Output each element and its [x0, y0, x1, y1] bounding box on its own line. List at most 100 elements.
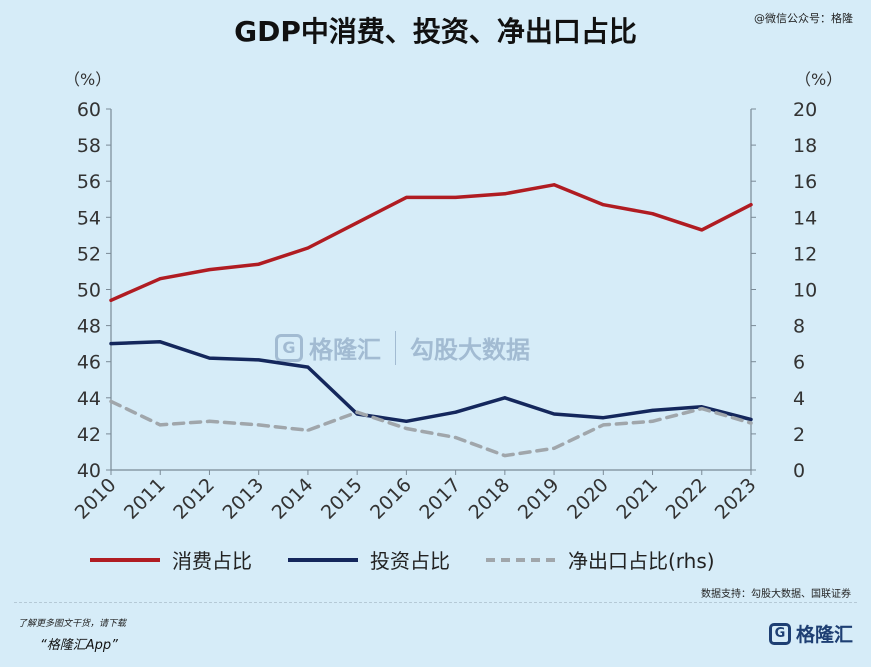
x-tick-label: 2016 [366, 474, 416, 524]
right-tick-label: 4 [793, 388, 805, 410]
watermark-brand: 格隆汇 [309, 336, 381, 364]
data-point-0 [454, 195, 458, 199]
legend-swatch-net-export [486, 557, 556, 562]
x-tick-label: 2015 [317, 474, 367, 524]
data-point-0 [158, 277, 162, 281]
watermark-brand2: 勾股大数据 [410, 336, 530, 364]
data-point-1 [257, 358, 261, 362]
data-point-2 [503, 454, 507, 458]
data-point-0 [700, 228, 704, 232]
data-point-1 [207, 356, 211, 360]
right-tick-label: 12 [793, 243, 817, 265]
data-point-2 [355, 410, 359, 414]
data-point-1 [552, 412, 556, 416]
left-tick-label: 58 [77, 135, 101, 157]
logo-text: 格隆汇 [795, 624, 853, 646]
data-point-2 [257, 423, 261, 427]
data-point-1 [454, 410, 458, 414]
left-axis-unit: （%） [64, 70, 112, 89]
legend-item-net-export: 净出口占比(rhs) [484, 545, 715, 574]
data-point-2 [158, 423, 162, 427]
right-tick-label: 6 [793, 352, 805, 374]
data-point-2 [404, 426, 408, 430]
x-tick-label: 2017 [415, 474, 465, 524]
legend-item-consumption: 消费占比 [88, 545, 252, 574]
data-point-0 [109, 298, 113, 302]
watermark: G 格隆汇 勾股大数据 [275, 330, 530, 365]
data-point-1 [404, 419, 408, 423]
data-point-0 [355, 221, 359, 225]
right-axis-unit: （%） [795, 70, 843, 89]
data-point-2 [454, 436, 458, 440]
data-point-2 [700, 407, 704, 411]
logo-icon: G [768, 622, 791, 645]
left-tick-label: 42 [77, 424, 101, 446]
right-tick-label: 14 [793, 207, 817, 229]
legend-label-consumption: 消费占比 [172, 549, 252, 573]
x-tick-label: 2011 [120, 474, 170, 524]
data-point-0 [306, 246, 310, 250]
download-hint: 了解更多图文干货，请下载 [18, 619, 127, 629]
data-point-2 [552, 446, 556, 450]
data-point-1 [306, 365, 310, 369]
data-point-0 [404, 195, 408, 199]
x-tick-label: 2013 [218, 474, 268, 524]
series-line-0 [109, 183, 753, 303]
left-tick-label: 48 [77, 316, 101, 338]
left-tick-label: 56 [77, 171, 101, 193]
wechat-credit: @微信公众号：格隆 [754, 12, 853, 25]
footer-divider [14, 602, 857, 603]
data-point-1 [601, 416, 605, 420]
left-tick-label: 50 [77, 280, 101, 302]
data-point-0 [552, 183, 556, 187]
data-point-2 [306, 428, 310, 432]
chart-legend: 消费占比 投资占比 净出口占比(rhs) [88, 545, 749, 574]
x-tick-label: 2018 [465, 474, 515, 524]
data-point-1 [651, 408, 655, 412]
data-point-0 [503, 192, 507, 196]
watermark-logo-icon: G [275, 333, 303, 362]
x-tick-label: 2012 [169, 474, 219, 524]
data-point-2 [207, 419, 211, 423]
legend-swatch-consumption [90, 557, 160, 562]
legend-swatch-investment [288, 557, 358, 562]
data-point-0 [651, 212, 655, 216]
left-tick-label: 44 [77, 388, 101, 410]
x-tick-label: 2020 [563, 474, 613, 524]
data-point-2 [651, 419, 655, 423]
x-tick-label: 2023 [711, 474, 761, 524]
brand-logo[interactable]: G 格隆汇 [768, 620, 853, 647]
data-point-1 [109, 342, 113, 346]
data-point-0 [207, 268, 211, 272]
right-tick-label: 20 [793, 99, 817, 121]
x-tick-label: 2022 [662, 474, 712, 524]
right-tick-label: 16 [793, 171, 817, 193]
x-tick-label: 2014 [268, 474, 318, 524]
left-tick-label: 40 [77, 460, 101, 482]
left-tick-label: 46 [77, 352, 101, 374]
right-tick-label: 18 [793, 135, 817, 157]
legend-label-investment: 投资占比 [370, 549, 450, 573]
right-tick-label: 8 [793, 316, 805, 338]
left-tick-label: 52 [77, 243, 101, 265]
app-name: “格隆汇App” [40, 638, 118, 653]
watermark-divider [395, 330, 396, 365]
data-point-1 [503, 396, 507, 400]
data-point-0 [749, 203, 753, 207]
series-line-2 [109, 399, 753, 458]
data-point-1 [158, 340, 162, 344]
x-tick-label: 2021 [612, 474, 662, 524]
chart-title: GDP中消费、投资、净出口占比 [234, 15, 637, 48]
data-point-2 [749, 421, 753, 425]
data-source: 数据支持：勾股大数据、国联证券 [701, 589, 851, 600]
right-tick-label: 0 [793, 460, 805, 482]
x-tick-label: 2019 [514, 474, 564, 524]
series-line-1 [109, 340, 753, 424]
legend-label-net-export: 净出口占比(rhs) [568, 549, 715, 573]
data-point-2 [109, 399, 113, 403]
data-point-0 [601, 203, 605, 207]
right-tick-label: 10 [793, 280, 817, 302]
data-point-1 [749, 417, 753, 421]
data-point-0 [257, 262, 261, 266]
